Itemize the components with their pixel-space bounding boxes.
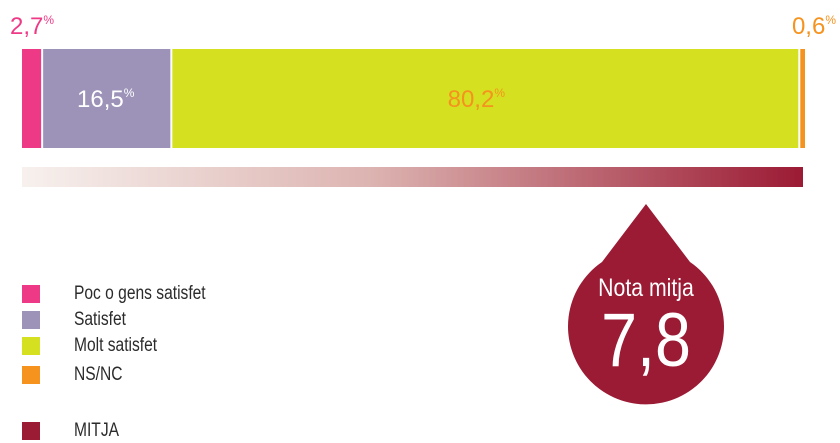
legend-item-molt-satisfet: Molt satisfet [22, 335, 342, 357]
legend-label: Satisfet [74, 309, 126, 330]
legend-label: Poc o gens satisfet [74, 283, 206, 304]
mean-badge-marker [568, 204, 724, 405]
value-label-poc-o-gens-satisfet: 2,7% [10, 13, 54, 40]
mean-badge-value: 7,8 [601, 298, 691, 383]
legend-swatch [22, 366, 40, 384]
value-label-molt-satisfet: 80,2% [448, 86, 506, 113]
legend-item-mitja: MITJA [22, 420, 342, 442]
value-labels-layer: 2,7% 0,6% 16,5% 80,2% [10, 13, 836, 113]
legend-item-poc-o-gens-satisfet: Poc o gens satisfet [22, 283, 342, 305]
legend-label: Molt satisfet [74, 335, 158, 356]
bar-segment-molt-satisfet [172, 49, 799, 148]
bars-layer [22, 49, 805, 148]
legend-swatch [22, 337, 40, 355]
legend-label: NS/NC [74, 364, 123, 385]
bar-segment-ns-nc [800, 49, 805, 148]
mean-badge-title: Nota mitja [598, 274, 694, 302]
bar-segment-poc-o-gens-satisfet [22, 49, 42, 148]
value-label-satisfet: 16,5% [77, 86, 135, 113]
legend-swatch [22, 285, 40, 303]
legend-swatch [22, 422, 40, 440]
legend-item-ns-nc: NS/NC [22, 364, 342, 386]
bar-segment-satisfet [43, 49, 171, 148]
value-label-ns-nc: 0,6% [792, 13, 836, 40]
legend-item-satisfet: Satisfet [22, 309, 342, 331]
legend-swatch [22, 311, 40, 329]
legend-label: MITJA [74, 420, 120, 441]
mean-scale-gradient-bar [22, 167, 803, 187]
